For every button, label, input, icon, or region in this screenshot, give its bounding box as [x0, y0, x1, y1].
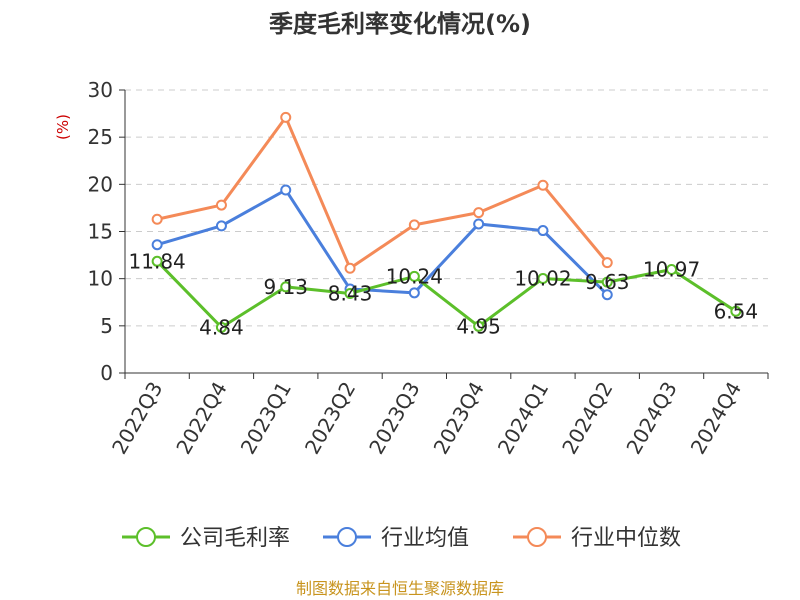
data-point	[473, 218, 485, 230]
x-tick-label: 2024Q3	[621, 378, 681, 459]
data-point	[151, 239, 163, 251]
data-point	[666, 264, 678, 276]
x-tick-label: 2022Q3	[107, 378, 167, 459]
data-point	[473, 207, 485, 219]
data-label: 10.24	[386, 264, 443, 288]
x-tick-label: 2023Q1	[236, 378, 296, 459]
chart-title: 季度毛利率变化情况(%)	[269, 10, 531, 38]
x-tick-label: 2024Q2	[557, 378, 617, 459]
y-tick-label: 20	[88, 172, 113, 196]
y-tick-label: 15	[88, 220, 113, 244]
data-point	[408, 270, 420, 282]
data-point	[408, 287, 420, 299]
legend-marker	[337, 527, 357, 547]
data-point	[151, 255, 163, 267]
data-point	[537, 225, 549, 237]
series-0	[151, 255, 742, 333]
y-tick-label: 25	[88, 125, 113, 149]
data-label: 4.84	[199, 315, 244, 339]
data-point	[473, 320, 485, 332]
y-tick-label: 5	[100, 314, 113, 338]
x-tick-label: 2024Q1	[493, 378, 553, 459]
series-2	[151, 111, 613, 274]
x-tick-label: 2023Q3	[364, 378, 424, 459]
data-point	[344, 287, 356, 299]
y-axis-unit: (%)	[54, 114, 72, 140]
legend-label: 行业中位数	[571, 526, 681, 551]
data-point	[215, 321, 227, 333]
x-tick-label: 2023Q2	[300, 378, 360, 459]
series-layer	[151, 111, 742, 333]
data-point	[344, 262, 356, 274]
data-point	[215, 220, 227, 232]
legend-item[interactable]: 公司毛利率	[122, 526, 290, 551]
series-line	[156, 115, 609, 270]
data-point	[280, 111, 292, 123]
series-line	[156, 260, 737, 329]
data-point	[601, 257, 613, 269]
legend-item[interactable]: 行业中位数	[513, 526, 681, 551]
x-tick-label: 2023Q4	[429, 378, 489, 459]
x-tick-label: 2022Q4	[171, 378, 231, 459]
legend-label: 行业均值	[381, 526, 469, 551]
y-tick-label: 30	[88, 78, 113, 102]
data-label: 6.54	[714, 299, 759, 323]
data-label: 10.02	[514, 266, 571, 290]
y-tick-label: 10	[88, 267, 113, 291]
data-point	[215, 199, 227, 211]
data-labels: 11.84 4.84 9.13 8.43 10.24 4.95 10.02 9.63 10.97…	[129, 249, 759, 339]
data-label: 8.43	[328, 281, 373, 305]
data-label: 9.63	[585, 270, 630, 294]
legend-marker	[527, 527, 547, 547]
legend-label: 公司毛利率	[180, 526, 290, 551]
data-point	[280, 184, 292, 196]
source-note: 制图数据来自恒生聚源数据库	[296, 579, 504, 598]
grid	[125, 89, 768, 327]
data-point	[151, 213, 163, 225]
data-point	[730, 305, 742, 317]
data-point	[537, 179, 549, 191]
series-1	[151, 184, 613, 301]
legend-marker	[136, 527, 156, 547]
legend: 公司毛利率 行业均值 行业中位数	[122, 526, 681, 551]
data-point	[280, 281, 292, 293]
data-point	[537, 272, 549, 284]
data-point	[601, 276, 613, 288]
data-point	[408, 219, 420, 231]
data-label: 9.13	[263, 275, 308, 299]
x-tick-label: 2024Q4	[686, 378, 746, 459]
data-point	[601, 289, 613, 301]
legend-item[interactable]: 行业均值	[323, 526, 469, 551]
data-label: 10.97	[643, 258, 700, 282]
y-tick-label: 0	[100, 361, 113, 385]
data-label: 4.95	[456, 314, 501, 338]
data-label: 11.84	[129, 249, 186, 273]
series-line	[156, 188, 609, 296]
